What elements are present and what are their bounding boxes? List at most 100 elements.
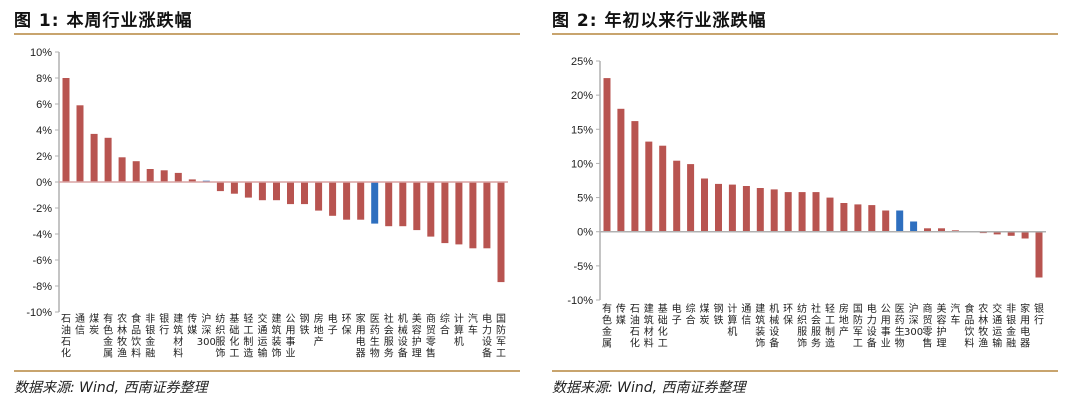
x-category-label: 电子 [328,312,338,337]
chart-title: 图 2: 年初以来行业涨跌幅 [552,11,767,31]
x-category-label: 电力设备 [867,302,877,350]
x-category-label: 电力设备 [482,312,492,360]
y-tick-label: 4% [36,125,52,137]
bar-机械设备 [770,189,778,232]
x-category-label: 通信 [75,313,85,337]
bar-传媒 [617,108,625,232]
bar-社会服务 [812,192,820,232]
bar-房地产 [315,182,323,211]
bar-银行 [160,170,168,182]
bar-交通运输 [258,182,266,201]
bar-轻工制造 [826,197,834,232]
bar-建筑材料 [645,141,653,232]
x-category-label: 机械设备 [398,312,408,360]
source-rule [14,370,520,372]
bar-家用电器 [357,182,365,220]
x-category-label: 汽车 [950,302,960,327]
y-tick-label: 8% [36,73,52,85]
x-category-label: 国防军工 [853,303,863,350]
y-tick-label: 0% [36,177,52,189]
x-category-label: 国防军工 [496,313,506,360]
x-category-label: 传媒 [187,313,197,337]
bar-机械设备 [399,182,407,227]
y-tick-label: 10% [30,47,52,59]
bar-商贸零售 [924,228,931,232]
x-category-label: 家用电器 [1020,302,1030,350]
x-category-label: 社会服务 [811,302,821,350]
x-category-label: 医药生物 [370,313,380,360]
x-category-label: 农林牧渔 [117,312,127,360]
y-tick-label: 2% [36,151,52,163]
x-category-label: 机械设备 [769,302,779,350]
y-tick-label: 20% [571,90,593,102]
x-category-label: 房地产 [314,312,324,348]
x-category-label: 交通运输 [992,302,1002,350]
x-category-label: 食品饮料 [131,312,141,360]
chart-panel-ytd: 图 2: 年初以来行业涨跌幅 25% 20% 15% 10% 5% 0% -5% -10% 有色… [550,0,1070,400]
x-category-label: 有色金属 [602,302,612,350]
bar-煤炭 [701,178,708,232]
bar-基础化工 [230,182,238,194]
bar-美容护理 [938,228,945,232]
x-category-label: 银行 [1034,302,1044,327]
bar-国防军工 [854,204,862,232]
x-category-label: 传媒 [616,303,626,327]
x-category-label: 房地产 [839,302,849,338]
bar-石油石化 [631,121,639,232]
x-category-label: 基础化工 [229,312,239,360]
bar-有色金属 [603,78,611,232]
bar-传媒 [188,179,196,182]
bar-银行 [1035,231,1043,278]
x-category-label: 石油石化 [630,304,640,350]
bar-建筑装饰 [273,182,280,201]
y-tick-label: -6% [32,255,52,267]
bar-家用电器 [1021,231,1029,239]
x-category-label: 环保 [342,314,352,337]
x-category-label: 社会服务 [384,312,394,360]
x-category-label: 美容护理 [412,312,422,360]
chart-title: 图 1: 本周行业涨跌幅 [14,11,193,31]
bar-纺织服饰 [798,192,806,232]
bar-沪深300 [910,221,918,232]
bar-综合 [441,182,449,244]
bar-有色金属 [104,137,112,182]
bar-非银金融 [1007,231,1015,236]
x-category-label: 建筑装饰 [755,302,765,350]
bar-交通运输 [993,231,1001,235]
x-category-label: 农林牧渔 [978,302,988,350]
y-tick-label: -10% [567,295,593,307]
bar-钢铁 [715,183,722,232]
bar-综合 [687,164,695,232]
x-category-label: 煤炭 [89,312,99,337]
y-tick-label: 15% [571,124,593,136]
x-category-label: 医药生物 [895,303,905,350]
x-category-label: 公用事业 [881,304,891,350]
bar-电力设备 [868,205,876,232]
y-tick-label: 25% [571,56,593,68]
bar-国防军工 [497,182,505,283]
bar-医药生物 [371,182,379,224]
x-category-label: 环保 [783,304,793,327]
y-tick-label: 0% [577,227,593,239]
bar-建筑装饰 [756,188,764,232]
title-rule [552,33,1058,35]
x-category-label: 商贸零售 [426,312,436,360]
x-category-label: 商贸零售 [923,302,933,350]
y-tick-label: -10% [26,307,52,319]
bar-电子 [329,182,337,216]
bar-电子 [673,160,681,232]
bar-建筑材料 [174,172,182,182]
bar-纺织服饰 [216,182,224,192]
x-category-label: 有色金属 [103,312,113,360]
x-category-label: 纺织服饰 [797,302,807,350]
x-category-label: 汽车 [468,312,478,337]
x-category-label: 钢铁 [300,312,310,337]
bar-非银金融 [146,169,154,182]
chart-panel-weekly: 图 1: 本周行业涨跌幅 10% 8% 6% 4% 2% 0% -2% -4% -6% -8% -1… [12,0,532,400]
bar-计算机 [728,184,736,232]
y-tick-label: 5% [577,193,593,205]
x-category-label: 计算机 [454,312,464,348]
x-category-label: 沪深 300 [197,312,216,348]
bar-通信 [742,186,750,232]
bar-公用事业 [882,210,890,232]
